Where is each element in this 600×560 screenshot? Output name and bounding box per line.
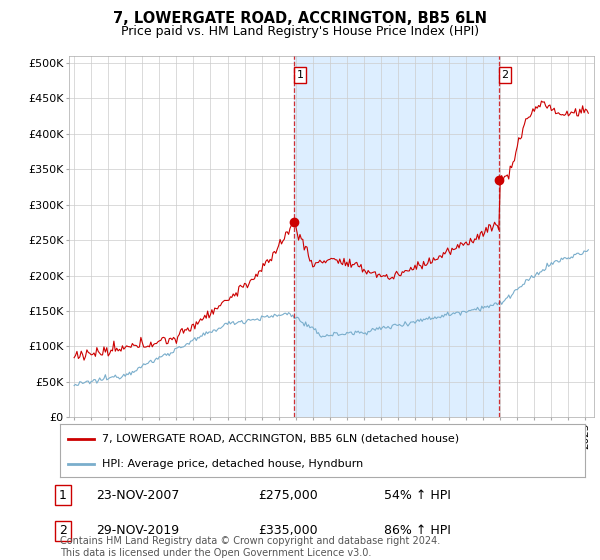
Text: Contains HM Land Registry data © Crown copyright and database right 2024.
This d: Contains HM Land Registry data © Crown c… xyxy=(60,536,440,558)
Text: £275,000: £275,000 xyxy=(258,488,318,502)
Text: £335,000: £335,000 xyxy=(258,524,317,538)
Text: 1: 1 xyxy=(59,488,67,502)
Bar xyxy=(294,56,499,417)
Text: 2: 2 xyxy=(502,70,509,80)
Text: 7, LOWERGATE ROAD, ACCRINGTON, BB5 6LN (detached house): 7, LOWERGATE ROAD, ACCRINGTON, BB5 6LN (… xyxy=(102,434,459,444)
Text: 7, LOWERGATE ROAD, ACCRINGTON, BB5 6LN: 7, LOWERGATE ROAD, ACCRINGTON, BB5 6LN xyxy=(113,11,487,26)
Text: 1: 1 xyxy=(296,70,304,80)
Text: 23-NOV-2007: 23-NOV-2007 xyxy=(96,488,179,502)
Text: 2: 2 xyxy=(59,524,67,538)
Text: 86% ↑ HPI: 86% ↑ HPI xyxy=(384,524,451,538)
Text: 54% ↑ HPI: 54% ↑ HPI xyxy=(384,488,451,502)
Text: Price paid vs. HM Land Registry's House Price Index (HPI): Price paid vs. HM Land Registry's House … xyxy=(121,25,479,38)
Text: HPI: Average price, detached house, Hyndburn: HPI: Average price, detached house, Hynd… xyxy=(102,459,363,469)
Text: 29-NOV-2019: 29-NOV-2019 xyxy=(96,524,179,538)
